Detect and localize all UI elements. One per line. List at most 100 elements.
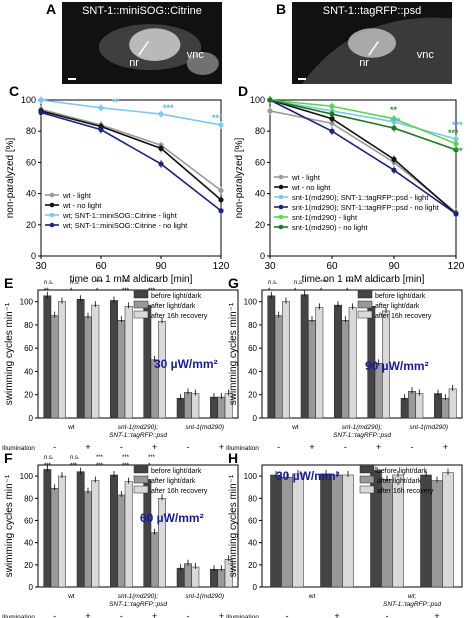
data-point: [158, 145, 164, 151]
legend-marker: [278, 194, 284, 200]
y-tick-label: 60: [255, 157, 265, 167]
group-label: wt: [67, 424, 75, 431]
plot-frame: [37, 464, 239, 588]
illumination-sign: +: [85, 611, 90, 618]
panel-letter: E: [4, 275, 13, 291]
y-tick-label: 40: [248, 367, 257, 376]
significance-label: n.s.: [44, 280, 54, 286]
data-point: [329, 120, 335, 126]
data-point: [218, 187, 224, 194]
label-nr: nr: [359, 57, 369, 69]
legend-marker: [278, 224, 284, 230]
data-point: [329, 103, 335, 109]
legend-swatch: [133, 475, 149, 484]
group-label: SNT-1::tagRFP::psd: [109, 432, 167, 439]
y-tick-label: 80: [248, 494, 257, 503]
series-line: [40, 99, 222, 126]
bar: [400, 397, 409, 419]
illumination-sign: +: [334, 611, 339, 618]
legend-label: before light/dark: [151, 293, 202, 300]
legend-label: wt; SNT-1::miniSOG::Citrine - light: [62, 211, 178, 220]
significance-annotation: ***: [452, 120, 463, 130]
bar: [331, 474, 343, 588]
bar: [50, 315, 59, 419]
legend-label: before light/dark: [377, 468, 428, 475]
significance-annotation: **: [112, 97, 120, 107]
group-label: snt-1(md290): [185, 593, 224, 600]
panel-letter: B: [276, 1, 286, 17]
bar: [117, 494, 126, 588]
significance-label: ***: [346, 280, 354, 286]
illumination-sign: +: [434, 611, 439, 618]
micrograph-A: [62, 2, 222, 84]
illumination-sign: -: [411, 442, 414, 452]
significance-label: n.s.: [294, 280, 304, 286]
legend-label: before light/dark: [375, 293, 426, 300]
plot-frame: [261, 289, 463, 419]
label-vnc: vnc: [187, 49, 205, 61]
legend-marker: [49, 192, 55, 198]
y-axis-label: swimming cycles min⁻¹: [228, 302, 239, 405]
significance-label: *: [294, 288, 297, 294]
significance-label: ***: [96, 463, 104, 469]
y-tick-label: 40: [255, 189, 265, 199]
bar: [441, 397, 450, 419]
y-tick-label: 20: [248, 561, 257, 570]
arrow-nr: [368, 40, 380, 56]
legend-swatch: [357, 300, 373, 309]
bar: [415, 393, 424, 419]
legend-swatch: [133, 290, 149, 299]
significance-annotation: **: [390, 105, 398, 115]
legend-marker: [278, 204, 284, 210]
y-axis-label: swimming cycles min⁻¹: [228, 474, 239, 577]
group-label: SNT-1::tagRFP::psd: [333, 432, 391, 439]
data-point: [453, 141, 459, 147]
illumination-sign: +: [152, 442, 157, 452]
y-tick-label: 60: [26, 157, 36, 167]
legend-label: after light/dark: [151, 303, 196, 310]
bar: [308, 320, 316, 419]
y-tick-label: 20: [248, 391, 257, 400]
bar: [91, 480, 100, 588]
legend-label: after 16h recovery: [375, 313, 432, 320]
bar: [210, 396, 218, 419]
y-tick-label: 0: [31, 251, 36, 261]
intensity-label: 60 µW/mm²: [140, 511, 204, 525]
data-point: [391, 116, 397, 122]
y-tick-label: 40: [24, 539, 33, 548]
data-point: [329, 116, 335, 122]
bar: [110, 474, 118, 588]
series-line: [269, 99, 457, 215]
panel-letter: C: [9, 83, 19, 99]
bar: [50, 488, 59, 588]
legend-label: snt-1(md290) - no light: [292, 223, 368, 232]
bar: [143, 479, 152, 588]
legend-label: wt - no light: [62, 201, 102, 210]
significance-label: *: [70, 288, 73, 294]
legend-label: after light/dark: [151, 478, 196, 485]
series-line: [269, 99, 457, 215]
data-point: [98, 127, 104, 133]
legend-marker: [49, 202, 55, 208]
data-point: [218, 122, 224, 128]
significance-label: **: [44, 288, 49, 294]
bar: [282, 301, 290, 419]
y-tick-label: 0: [253, 414, 258, 423]
group-label: snt-1(md290);: [342, 424, 383, 431]
significance-label: ***: [122, 280, 130, 286]
bar: [292, 473, 304, 588]
x-tick-label: 60: [326, 261, 338, 272]
micrograph-caption: SNT-1::miniSOG::Citrine: [82, 5, 202, 17]
data-point: [453, 136, 459, 142]
series-line: [40, 108, 222, 192]
legend-swatch: [359, 465, 375, 474]
illumination-sign: +: [443, 442, 448, 452]
bar: [381, 479, 393, 588]
y-tick-label: 80: [24, 494, 33, 503]
legend-swatch: [133, 465, 149, 474]
bar: [210, 569, 218, 588]
y-tick-label: 100: [250, 95, 265, 105]
data-point: [329, 128, 335, 134]
significance-label: ***: [148, 288, 156, 294]
plot-frame: [37, 289, 239, 419]
